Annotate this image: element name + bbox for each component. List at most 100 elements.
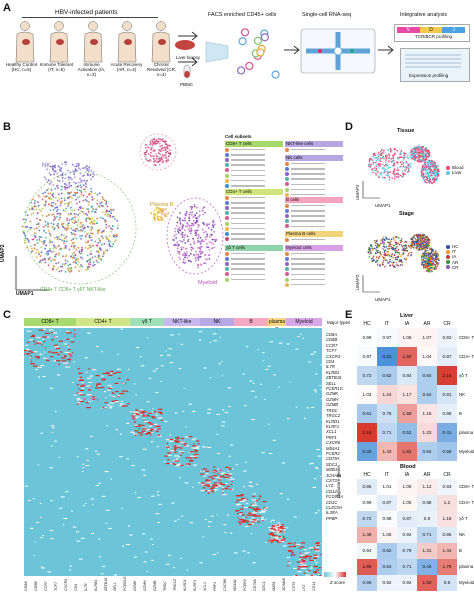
heatmap-cell xyxy=(240,495,244,497)
umap-point xyxy=(44,220,47,223)
heatmap-x-gene-label: GZMB xyxy=(153,580,158,591)
signature-gene-label: CD4 xyxy=(326,359,335,365)
umap-point xyxy=(88,166,91,168)
heatmap-cell xyxy=(299,552,301,554)
heatmap-cell xyxy=(135,421,137,423)
umap-point xyxy=(63,199,66,202)
heatmap-cell xyxy=(36,336,41,339)
heatmap-cell xyxy=(249,519,253,521)
heatmap-cell xyxy=(149,423,151,426)
umap-point xyxy=(370,252,372,255)
heatmap-cell xyxy=(239,519,244,521)
umap-point xyxy=(384,239,386,242)
umap-point xyxy=(167,159,170,162)
umap-point xyxy=(75,237,78,240)
heatmap-cell xyxy=(229,488,233,490)
umap-point xyxy=(162,218,164,221)
umap-point xyxy=(204,211,206,214)
umap-point xyxy=(107,215,109,218)
heatmap-cell xyxy=(274,538,279,540)
umap-point xyxy=(436,177,439,180)
heatmap-cell xyxy=(88,401,91,402)
umap-point xyxy=(413,152,416,155)
umap-point xyxy=(380,157,382,159)
heatmap-cell xyxy=(257,518,259,520)
heatmap-cell xyxy=(122,382,125,385)
umap-point xyxy=(379,153,381,156)
umap-point xyxy=(158,157,161,160)
umap-point xyxy=(45,244,48,247)
heatmap-cell xyxy=(311,406,315,408)
umap-point xyxy=(431,263,434,265)
legend-item xyxy=(225,267,283,272)
heatmap-cell xyxy=(80,537,85,539)
umap-point xyxy=(418,149,420,151)
legend-item xyxy=(225,163,283,168)
umap-point xyxy=(425,256,428,259)
umap-point xyxy=(58,180,61,182)
umap-point xyxy=(111,245,114,248)
heatmap-cell xyxy=(269,540,274,542)
umap-point xyxy=(54,188,56,190)
celltype-row-label: Myeloid xyxy=(459,580,474,585)
umap-point xyxy=(48,241,51,244)
umap-point xyxy=(199,263,202,266)
umap-point xyxy=(58,198,61,200)
legend-item xyxy=(225,261,283,266)
umap-point xyxy=(69,176,72,179)
legend-item-text-placeholder xyxy=(291,210,325,212)
umap-point xyxy=(158,215,160,218)
umap-point xyxy=(56,213,59,215)
umap-point xyxy=(80,190,82,192)
heatmap-cell xyxy=(76,540,81,542)
umap-point xyxy=(106,209,108,212)
group-label-it: Immune Tolerant (IT, n=5) xyxy=(39,62,74,72)
umap-point xyxy=(60,197,63,200)
heatmap-cell xyxy=(67,349,71,351)
legend-item xyxy=(225,157,283,162)
heatmap-cell xyxy=(78,392,83,395)
umap-point xyxy=(387,253,390,256)
umap-point xyxy=(105,223,108,226)
signature-gene-label: JCHAIN xyxy=(326,472,342,478)
umap-point xyxy=(70,191,72,194)
umap-point xyxy=(400,255,402,257)
heatmap-cell xyxy=(131,415,136,417)
umap-point xyxy=(389,258,391,261)
umap-point xyxy=(87,268,89,270)
umap-point xyxy=(421,146,424,148)
fold-change-cell: 1.05 xyxy=(397,495,417,511)
umap-point xyxy=(179,217,181,220)
heatmap-cell xyxy=(306,571,309,573)
legend-item-text-placeholder xyxy=(231,273,265,276)
umap-point xyxy=(96,222,99,225)
heatmap-cell xyxy=(53,332,58,334)
heatmap-cell xyxy=(236,495,241,497)
umap-point xyxy=(426,249,428,252)
umap-point xyxy=(421,261,423,264)
fold-change-cell: 0.71 xyxy=(397,559,417,575)
umap-point xyxy=(181,240,184,243)
heatmap-cell xyxy=(142,415,145,417)
heatmap-cell xyxy=(126,458,129,460)
heatmap-cell xyxy=(27,500,31,501)
umap-point xyxy=(380,172,383,174)
umap-point xyxy=(35,208,38,211)
umap-point xyxy=(116,219,119,222)
umap-point xyxy=(437,173,440,176)
heatmap-cell xyxy=(277,527,281,529)
legend-item-text-placeholder xyxy=(291,168,325,170)
umap-point xyxy=(386,163,388,165)
umap-point xyxy=(213,246,216,249)
umap-point xyxy=(430,162,432,164)
heatmap-x-gene-label: KLRB1 xyxy=(93,579,98,591)
heatmap-cell xyxy=(200,490,204,492)
heatmap-cell xyxy=(209,484,212,486)
heatmap-x-gene-label: CST3 xyxy=(292,581,297,591)
umap-point xyxy=(435,167,438,170)
umap-point xyxy=(185,211,188,213)
heatmap-cell xyxy=(296,544,300,546)
umap-point xyxy=(159,219,162,222)
heatmap-cell xyxy=(307,570,311,572)
heatmap-cell xyxy=(201,484,206,486)
